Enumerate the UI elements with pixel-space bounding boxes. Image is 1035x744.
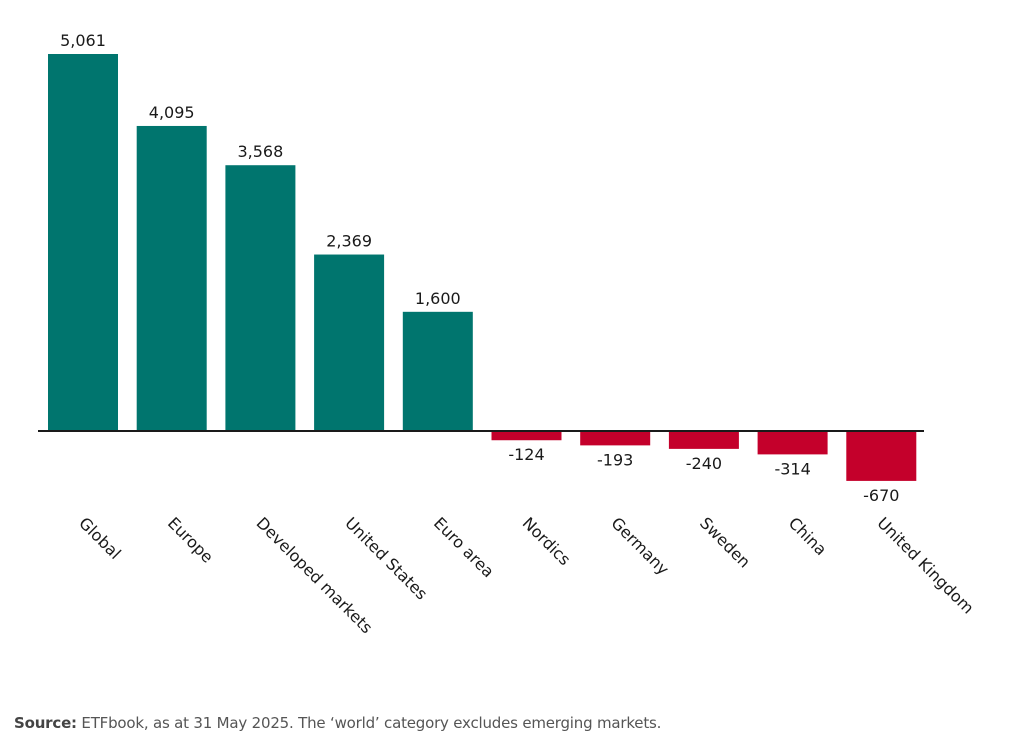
value-label: 3,568	[237, 142, 283, 161]
category-label: Global	[75, 513, 125, 563]
value-label: 2,369	[326, 232, 372, 251]
bar-china	[757, 431, 828, 455]
bar-nordics	[491, 431, 562, 441]
category-label: Nordics	[519, 513, 575, 569]
source-text: ETFbook, as at 31 May 2025. The ‘world’ …	[76, 714, 662, 732]
bar-chart: 5,061 4,095 3,568 2,369 1,600 -124 -193 -240 -31…	[38, 31, 978, 637]
value-label: 1,600	[415, 289, 461, 308]
bar-euro-area	[402, 311, 473, 431]
bar-united-states	[314, 254, 385, 431]
category-label: Euro area	[430, 513, 498, 581]
bar-sweden	[668, 431, 739, 449]
source-note: Source: ETFbook, as at 31 May 2025. The …	[14, 714, 661, 732]
bar-united-kingdom	[846, 431, 917, 481]
value-label: -314	[774, 459, 810, 478]
category-label: United States	[341, 513, 431, 603]
value-label: -670	[863, 486, 899, 505]
category-label: Germany	[607, 513, 672, 578]
bars-group	[48, 54, 917, 481]
category-label: United Kingdom	[873, 513, 977, 617]
bar-germany	[580, 431, 651, 446]
value-label: -124	[508, 445, 544, 464]
source-label: Source:	[14, 714, 77, 732]
bar-europe	[136, 125, 207, 432]
value-labels-group: 5,061 4,095 3,568 2,369 1,600 -124 -193 -240 -31…	[60, 31, 899, 505]
value-label: 4,095	[149, 103, 195, 122]
category-label: Sweden	[696, 513, 754, 571]
value-label: -193	[597, 450, 633, 469]
value-label: 5,061	[60, 31, 106, 50]
bar-global	[48, 54, 118, 431]
category-label: China	[785, 513, 831, 559]
bar-developed-markets	[225, 165, 296, 431]
category-label: Europe	[164, 513, 217, 566]
value-label: -240	[686, 454, 722, 473]
